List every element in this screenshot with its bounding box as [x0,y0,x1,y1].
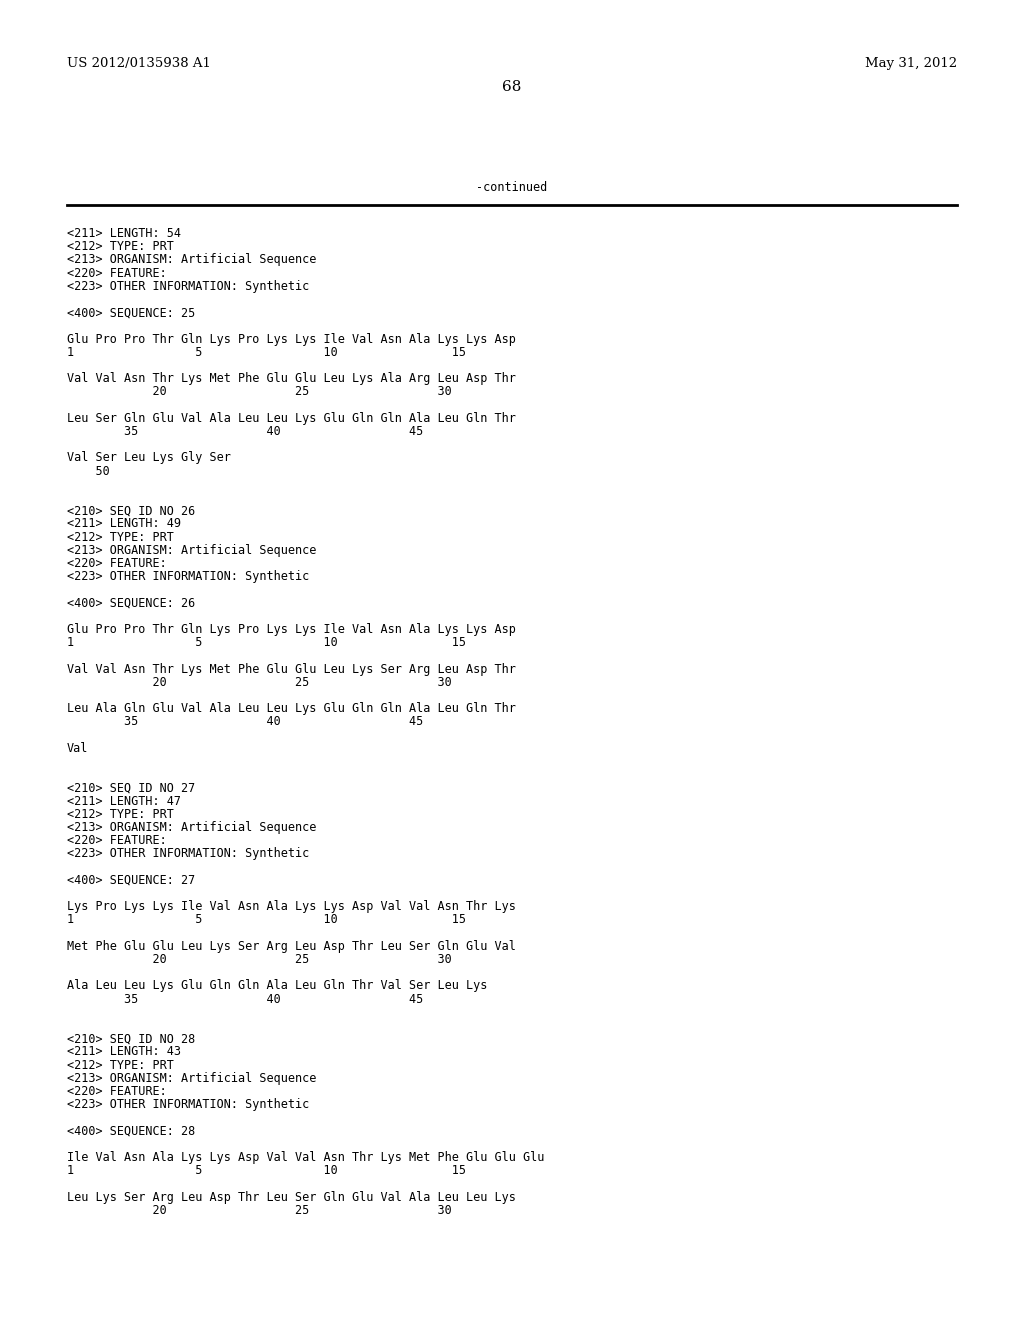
Text: Leu Ser Gln Glu Val Ala Leu Leu Lys Glu Gln Gln Ala Leu Gln Thr: Leu Ser Gln Glu Val Ala Leu Leu Lys Glu … [67,412,515,425]
Text: US 2012/0135938 A1: US 2012/0135938 A1 [67,57,211,70]
Text: Leu Lys Ser Arg Leu Asp Thr Leu Ser Gln Glu Val Ala Leu Leu Lys: Leu Lys Ser Arg Leu Asp Thr Leu Ser Gln … [67,1191,515,1204]
Text: <211> LENGTH: 49: <211> LENGTH: 49 [67,517,180,531]
Text: 20                  25                  30: 20 25 30 [67,385,452,399]
Text: 20                  25                  30: 20 25 30 [67,676,452,689]
Text: <213> ORGANISM: Artificial Sequence: <213> ORGANISM: Artificial Sequence [67,544,316,557]
Text: Ala Leu Leu Lys Glu Gln Gln Ala Leu Gln Thr Val Ser Leu Lys: Ala Leu Leu Lys Glu Gln Gln Ala Leu Gln … [67,979,487,993]
Text: Ile Val Asn Ala Lys Lys Asp Val Val Asn Thr Lys Met Phe Glu Glu Glu: Ile Val Asn Ala Lys Lys Asp Val Val Asn … [67,1151,544,1164]
Text: <223> OTHER INFORMATION: Synthetic: <223> OTHER INFORMATION: Synthetic [67,280,309,293]
Text: Glu Pro Pro Thr Gln Lys Pro Lys Lys Ile Val Asn Ala Lys Lys Asp: Glu Pro Pro Thr Gln Lys Pro Lys Lys Ile … [67,333,515,346]
Text: <223> OTHER INFORMATION: Synthetic: <223> OTHER INFORMATION: Synthetic [67,1098,309,1111]
Text: 1                 5                 10                15: 1 5 10 15 [67,346,466,359]
Text: <211> LENGTH: 47: <211> LENGTH: 47 [67,795,180,808]
Text: <211> LENGTH: 54: <211> LENGTH: 54 [67,227,180,240]
Text: 20                  25                  30: 20 25 30 [67,1204,452,1217]
Text: Val Val Asn Thr Lys Met Phe Glu Glu Leu Lys Ala Arg Leu Asp Thr: Val Val Asn Thr Lys Met Phe Glu Glu Leu … [67,372,515,385]
Text: <212> TYPE: PRT: <212> TYPE: PRT [67,240,173,253]
Text: <213> ORGANISM: Artificial Sequence: <213> ORGANISM: Artificial Sequence [67,253,316,267]
Text: <210> SEQ ID NO 27: <210> SEQ ID NO 27 [67,781,195,795]
Text: Val: Val [67,742,88,755]
Text: <220> FEATURE:: <220> FEATURE: [67,834,166,847]
Text: Met Phe Glu Glu Leu Lys Ser Arg Leu Asp Thr Leu Ser Gln Glu Val: Met Phe Glu Glu Leu Lys Ser Arg Leu Asp … [67,940,515,953]
Text: <210> SEQ ID NO 28: <210> SEQ ID NO 28 [67,1032,195,1045]
Text: 35                  40                  45: 35 40 45 [67,425,423,438]
Text: <213> ORGANISM: Artificial Sequence: <213> ORGANISM: Artificial Sequence [67,821,316,834]
Text: <213> ORGANISM: Artificial Sequence: <213> ORGANISM: Artificial Sequence [67,1072,316,1085]
Text: -continued: -continued [476,181,548,194]
Text: <211> LENGTH: 43: <211> LENGTH: 43 [67,1045,180,1059]
Text: <223> OTHER INFORMATION: Synthetic: <223> OTHER INFORMATION: Synthetic [67,847,309,861]
Text: <212> TYPE: PRT: <212> TYPE: PRT [67,1059,173,1072]
Text: <212> TYPE: PRT: <212> TYPE: PRT [67,531,173,544]
Text: Leu Ala Gln Glu Val Ala Leu Leu Lys Glu Gln Gln Ala Leu Gln Thr: Leu Ala Gln Glu Val Ala Leu Leu Lys Glu … [67,702,515,715]
Text: <220> FEATURE:: <220> FEATURE: [67,557,166,570]
Text: <400> SEQUENCE: 26: <400> SEQUENCE: 26 [67,597,195,610]
Text: <212> TYPE: PRT: <212> TYPE: PRT [67,808,173,821]
Text: 1                 5                 10                15: 1 5 10 15 [67,1164,466,1177]
Text: 1                 5                 10                15: 1 5 10 15 [67,913,466,927]
Text: <210> SEQ ID NO 26: <210> SEQ ID NO 26 [67,504,195,517]
Text: May 31, 2012: May 31, 2012 [865,57,957,70]
Text: <220> FEATURE:: <220> FEATURE: [67,267,166,280]
Text: <223> OTHER INFORMATION: Synthetic: <223> OTHER INFORMATION: Synthetic [67,570,309,583]
Text: 50: 50 [67,465,110,478]
Text: Val Ser Leu Lys Gly Ser: Val Ser Leu Lys Gly Ser [67,451,230,465]
Text: <400> SEQUENCE: 27: <400> SEQUENCE: 27 [67,874,195,887]
Text: 68: 68 [503,81,521,94]
Text: 35                  40                  45: 35 40 45 [67,715,423,729]
Text: <220> FEATURE:: <220> FEATURE: [67,1085,166,1098]
Text: Glu Pro Pro Thr Gln Lys Pro Lys Lys Ile Val Asn Ala Lys Lys Asp: Glu Pro Pro Thr Gln Lys Pro Lys Lys Ile … [67,623,515,636]
Text: Lys Pro Lys Lys Ile Val Asn Ala Lys Lys Asp Val Val Asn Thr Lys: Lys Pro Lys Lys Ile Val Asn Ala Lys Lys … [67,900,515,913]
Text: 20                  25                  30: 20 25 30 [67,953,452,966]
Text: <400> SEQUENCE: 28: <400> SEQUENCE: 28 [67,1125,195,1138]
Text: 35                  40                  45: 35 40 45 [67,993,423,1006]
Text: <400> SEQUENCE: 25: <400> SEQUENCE: 25 [67,306,195,319]
Text: Val Val Asn Thr Lys Met Phe Glu Glu Leu Lys Ser Arg Leu Asp Thr: Val Val Asn Thr Lys Met Phe Glu Glu Leu … [67,663,515,676]
Text: 1                 5                 10                15: 1 5 10 15 [67,636,466,649]
